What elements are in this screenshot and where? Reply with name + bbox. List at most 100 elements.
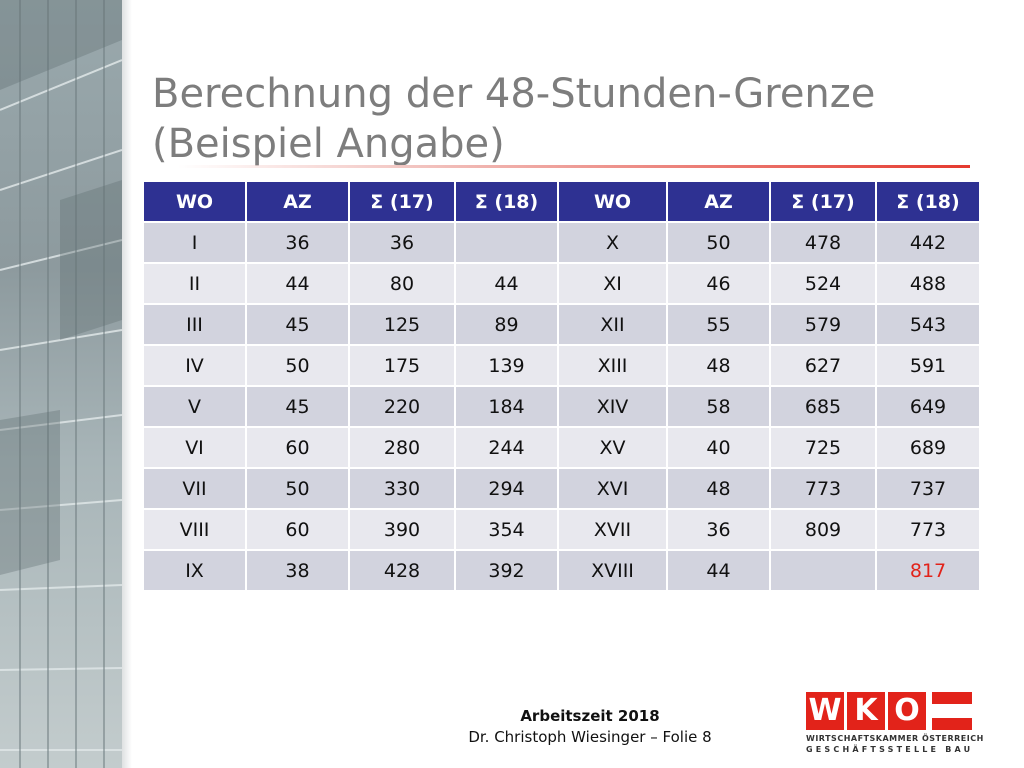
table-cell: 55	[668, 305, 769, 344]
table-header-row: WO AZ Σ (17) Σ (18) WO AZ Σ (17) Σ (18)	[144, 182, 979, 221]
table-cell: 591	[877, 346, 979, 385]
header-sum-17-2: Σ (17)	[771, 182, 875, 221]
table-cell: 390	[350, 510, 454, 549]
table-cell: 38	[247, 551, 348, 590]
image-fade	[122, 0, 132, 768]
header-az-2: AZ	[668, 182, 769, 221]
table-cell: IX	[144, 551, 245, 590]
table-cell: 442	[877, 223, 979, 262]
table-row: VI 60 280 244 XV 40 725 689	[144, 428, 979, 467]
table-cell: XVIII	[559, 551, 666, 590]
austria-flag-icon	[932, 692, 972, 730]
table-cell: 737	[877, 469, 979, 508]
table-cell: 627	[771, 346, 875, 385]
table-cell: 36	[247, 223, 348, 262]
table-cell: XVI	[559, 469, 666, 508]
header-sum-18: Σ (18)	[456, 182, 557, 221]
table-cell: 46	[668, 264, 769, 303]
table-cell: 773	[877, 510, 979, 549]
table-cell: 809	[771, 510, 875, 549]
table-row: IV 50 175 139 XIII 48 627 591	[144, 346, 979, 385]
table-row: IX 38 428 392 XVIII 44 817	[144, 551, 979, 590]
table-cell: XVII	[559, 510, 666, 549]
table-cell: 773	[771, 469, 875, 508]
table-cell: 478	[771, 223, 875, 262]
table-cell: XV	[559, 428, 666, 467]
table-cell: 184	[456, 387, 557, 426]
highlighted-total-cell: 817	[877, 551, 979, 590]
table-cell: I	[144, 223, 245, 262]
table-cell: 36	[668, 510, 769, 549]
table-cell: 125	[350, 305, 454, 344]
table-row: V 45 220 184 XIV 58 685 649	[144, 387, 979, 426]
table-cell: VII	[144, 469, 245, 508]
table-cell: 579	[771, 305, 875, 344]
footer-line-2: Dr. Christoph Wiesinger – Folie 8	[468, 728, 712, 746]
table-row: VII 50 330 294 XVI 48 773 737	[144, 469, 979, 508]
table-cell: 50	[247, 469, 348, 508]
table-cell: 139	[456, 346, 557, 385]
table-cell: XIII	[559, 346, 666, 385]
slide-title: Berechnung der 48-Stunden-Grenze (Beispi…	[152, 69, 972, 169]
table-cell: 280	[350, 428, 454, 467]
slide-footer: Arbeitszeit 2018 Dr. Christoph Wiesinger…	[420, 706, 760, 748]
table-cell: VI	[144, 428, 245, 467]
table-cell: 45	[247, 387, 348, 426]
table-cell	[771, 551, 875, 590]
table-cell: 488	[877, 264, 979, 303]
table-cell: 725	[771, 428, 875, 467]
logo-text-line-1: WIRTSCHAFTSKAMMER ÖSTERREICH	[806, 734, 984, 743]
logo-letter-w: W	[806, 692, 844, 730]
table-cell: X	[559, 223, 666, 262]
table-cell: 50	[668, 223, 769, 262]
table-cell: 330	[350, 469, 454, 508]
table-cell: 649	[877, 387, 979, 426]
wko-logo: W K O WIRTSCHAFTSKAMMER ÖSTERREICH GESCH…	[806, 692, 984, 756]
title-line-2: (Beispiel Angabe)	[152, 120, 505, 167]
table-cell: 354	[456, 510, 557, 549]
table-row: I 36 36 X 50 478 442	[144, 223, 979, 262]
table-cell: XIV	[559, 387, 666, 426]
table-cell: 175	[350, 346, 454, 385]
title-line-1: Berechnung der 48-Stunden-Grenze	[152, 70, 876, 117]
table-cell: XII	[559, 305, 666, 344]
table-cell: 36	[350, 223, 454, 262]
header-wo: WO	[144, 182, 245, 221]
table-cell: 48	[668, 469, 769, 508]
table-cell: XI	[559, 264, 666, 303]
building-image	[0, 0, 122, 768]
title-divider	[178, 165, 970, 168]
table-cell: 60	[247, 510, 348, 549]
table-row: VIII 60 390 354 XVII 36 809 773	[144, 510, 979, 549]
building-facade-graphic	[0, 0, 122, 768]
logo-letters: W K O	[806, 692, 926, 730]
table-cell: VIII	[144, 510, 245, 549]
footer-line-1: Arbeitszeit 2018	[520, 707, 660, 725]
hours-table: WO AZ Σ (17) Σ (18) WO AZ Σ (17) Σ (18) …	[142, 180, 981, 592]
table-cell: 44	[668, 551, 769, 590]
table-cell: 50	[247, 346, 348, 385]
table-cell: 244	[456, 428, 557, 467]
table-cell: 44	[247, 264, 348, 303]
table-cell: 44	[456, 264, 557, 303]
table-row: II 44 80 44 XI 46 524 488	[144, 264, 979, 303]
table-cell: III	[144, 305, 245, 344]
table-cell: 689	[877, 428, 979, 467]
logo-text-line-2: GESCHÄFTSSTELLE BAU	[806, 745, 974, 754]
table-cell: 45	[247, 305, 348, 344]
table-cell: 524	[771, 264, 875, 303]
header-sum-17: Σ (17)	[350, 182, 454, 221]
table-cell: V	[144, 387, 245, 426]
table-cell: 392	[456, 551, 557, 590]
header-wo-2: WO	[559, 182, 666, 221]
table-cell: 543	[877, 305, 979, 344]
table-row: III 45 125 89 XII 55 579 543	[144, 305, 979, 344]
header-az: AZ	[247, 182, 348, 221]
table-cell: 89	[456, 305, 557, 344]
table-cell: 40	[668, 428, 769, 467]
logo-letter-o: O	[888, 692, 926, 730]
logo-letter-k: K	[847, 692, 885, 730]
table-cell: 220	[350, 387, 454, 426]
table-cell: 60	[247, 428, 348, 467]
table-cell	[456, 223, 557, 262]
